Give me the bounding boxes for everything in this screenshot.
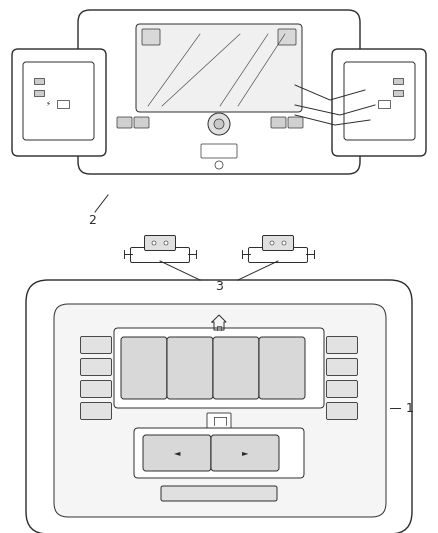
FancyBboxPatch shape — [271, 117, 286, 128]
FancyBboxPatch shape — [81, 381, 112, 398]
FancyBboxPatch shape — [78, 10, 360, 174]
FancyBboxPatch shape — [145, 236, 176, 251]
Text: 1: 1 — [406, 401, 414, 415]
FancyBboxPatch shape — [278, 29, 296, 45]
Text: ⚡: ⚡ — [46, 101, 50, 107]
FancyBboxPatch shape — [259, 337, 305, 399]
FancyBboxPatch shape — [81, 402, 112, 419]
FancyBboxPatch shape — [81, 359, 112, 376]
Text: 2: 2 — [88, 214, 96, 227]
FancyBboxPatch shape — [161, 486, 277, 501]
FancyBboxPatch shape — [326, 336, 357, 353]
FancyBboxPatch shape — [134, 117, 149, 128]
FancyBboxPatch shape — [248, 247, 307, 262]
Bar — [393, 90, 403, 96]
Circle shape — [215, 161, 223, 169]
FancyBboxPatch shape — [262, 236, 293, 251]
Text: ►: ► — [242, 448, 248, 457]
FancyBboxPatch shape — [54, 304, 386, 517]
FancyBboxPatch shape — [26, 280, 412, 533]
Bar — [393, 78, 403, 84]
FancyBboxPatch shape — [326, 381, 357, 398]
FancyBboxPatch shape — [117, 117, 132, 128]
FancyBboxPatch shape — [332, 49, 426, 156]
FancyBboxPatch shape — [136, 24, 302, 112]
FancyBboxPatch shape — [344, 62, 415, 140]
Text: 3: 3 — [215, 280, 223, 294]
Text: ◄: ◄ — [174, 448, 180, 457]
Circle shape — [270, 241, 274, 245]
FancyBboxPatch shape — [167, 337, 213, 399]
Bar — [378, 100, 390, 108]
FancyBboxPatch shape — [207, 413, 231, 429]
Circle shape — [208, 113, 230, 135]
FancyBboxPatch shape — [114, 328, 324, 408]
FancyBboxPatch shape — [288, 117, 303, 128]
FancyBboxPatch shape — [134, 428, 304, 478]
FancyBboxPatch shape — [201, 144, 237, 158]
Bar — [57, 100, 69, 108]
Bar — [34, 90, 44, 96]
FancyBboxPatch shape — [211, 435, 279, 471]
FancyBboxPatch shape — [131, 247, 190, 262]
Circle shape — [164, 241, 168, 245]
Bar — [34, 78, 44, 84]
FancyBboxPatch shape — [213, 337, 259, 399]
FancyBboxPatch shape — [326, 359, 357, 376]
Circle shape — [214, 119, 224, 129]
FancyBboxPatch shape — [143, 435, 211, 471]
FancyBboxPatch shape — [81, 336, 112, 353]
FancyBboxPatch shape — [23, 62, 94, 140]
Circle shape — [282, 241, 286, 245]
FancyBboxPatch shape — [121, 337, 167, 399]
FancyBboxPatch shape — [12, 49, 106, 156]
FancyBboxPatch shape — [326, 402, 357, 419]
FancyBboxPatch shape — [142, 29, 160, 45]
Circle shape — [152, 241, 156, 245]
